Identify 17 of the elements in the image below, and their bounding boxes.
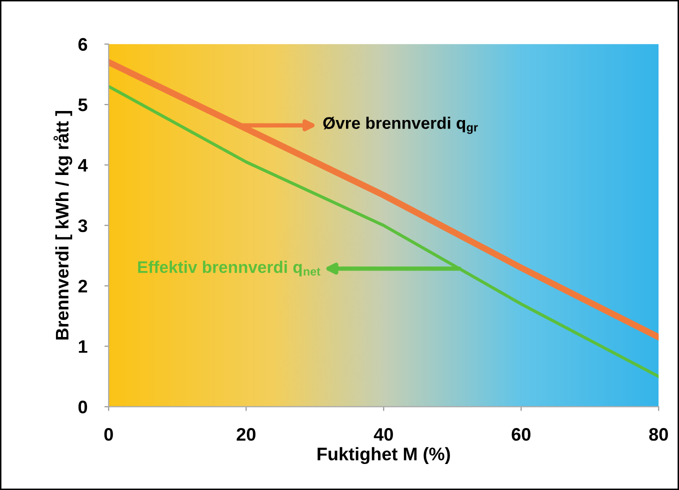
y-tick-label: 0 — [78, 400, 88, 414]
x-tick-label: 0 — [104, 428, 113, 441]
x-tick-label: 20 — [236, 428, 256, 441]
y-tick-label: 1 — [78, 340, 88, 353]
x-tick-label: 80 — [649, 428, 668, 441]
y-tick-label: 3 — [78, 219, 88, 232]
x-tick-label: 40 — [374, 428, 393, 441]
y-tick-label: 2 — [78, 280, 88, 292]
y-axis-title: Brennverdi [ kWh / kg rått ] — [54, 111, 72, 340]
y-tick-label: 4 — [78, 159, 88, 172]
legend-label: Øvre brennverdi q$_{gr}$ — [323, 116, 478, 134]
y-tick-label: 6 — [78, 38, 88, 51]
text: Effektiv brennverdi q$_{net}$ — [138, 260, 320, 276]
y-tick-label: 5 — [78, 98, 88, 112]
x-tick-label: 60 — [512, 428, 530, 441]
line-series — [108, 84, 659, 378]
x-axis-title: Fuktighet M (%) — [318, 447, 450, 464]
